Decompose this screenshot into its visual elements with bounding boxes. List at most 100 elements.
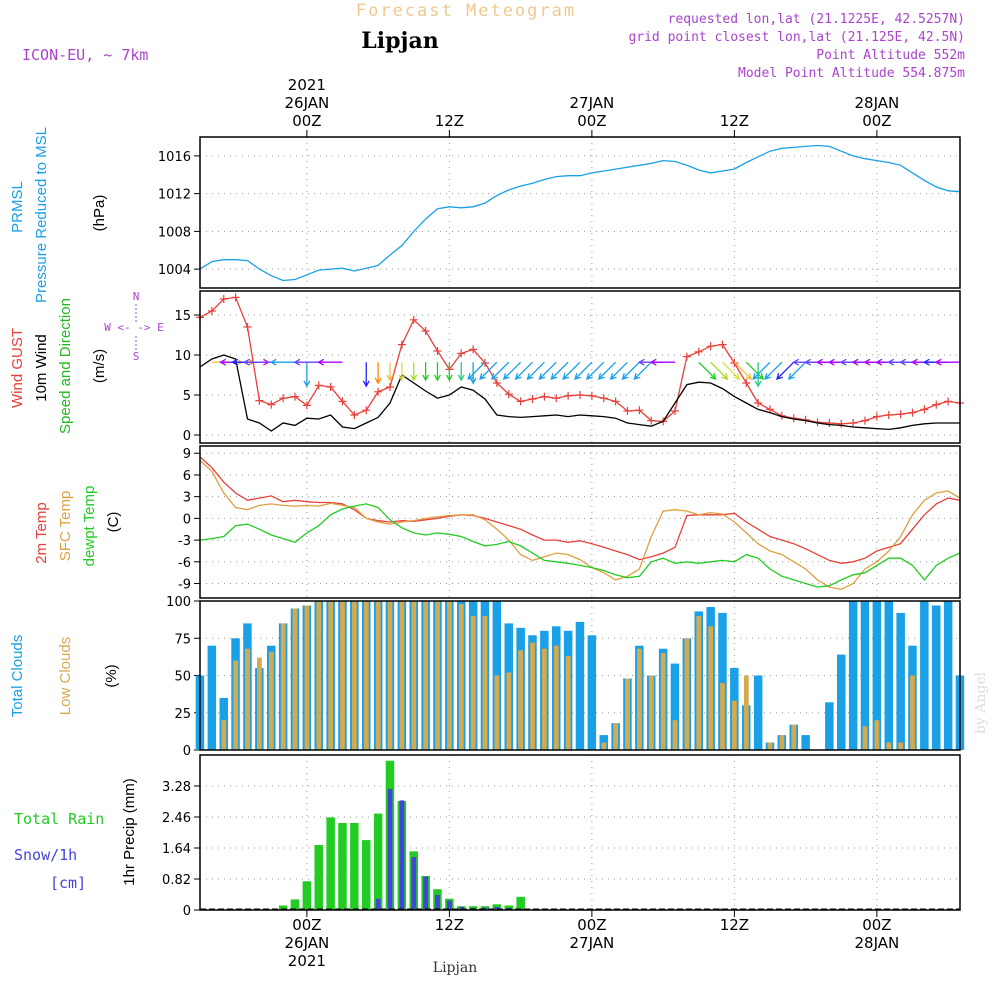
clouds-bar-lowclouds <box>542 648 547 750</box>
precip-ytick-label: 3.28 <box>162 780 191 795</box>
gust-marker <box>587 391 596 400</box>
clouds-label-unit: (%) <box>103 664 120 687</box>
pressure-panel: 1004 1008 1012 1016 <box>158 136 961 289</box>
wind-arrow <box>585 361 605 380</box>
temp-ytick-label: -3 <box>178 534 191 549</box>
gust-marker <box>647 416 656 425</box>
gust-marker <box>469 345 478 354</box>
clouds-bar-lowclouds <box>565 656 571 750</box>
clouds-bar-lowclouds <box>363 601 369 750</box>
wind-label-gust: Wind GUST <box>9 328 26 408</box>
wind-arrow <box>445 362 453 382</box>
gust-marker <box>754 399 763 407</box>
top-time-label: 12Z <box>435 112 464 130</box>
clouds-bar-totalclouds <box>872 601 882 750</box>
clouds-bar-lowclouds <box>767 742 773 750</box>
pressure-label-unit: (hPa) <box>91 195 108 232</box>
gust-marker <box>884 411 893 419</box>
clouds-bar-lowclouds <box>743 675 749 750</box>
gust-marker <box>872 412 881 421</box>
wind-arrow <box>733 361 753 380</box>
gust-marker <box>623 407 632 415</box>
clouds-bar-lowclouds <box>340 601 345 750</box>
gust-marker <box>302 401 311 410</box>
gust-marker <box>314 381 323 390</box>
wind-arrow <box>374 362 382 385</box>
temp-series-dewpt-temp <box>199 503 961 588</box>
meteogram-title: Forecast Meteogram <box>356 1 576 21</box>
precip-bar-totalrain <box>504 905 513 910</box>
clouds-bar-lowclouds <box>696 615 702 750</box>
precip-bar-totalrain <box>516 896 525 910</box>
wind-arrow <box>386 362 394 382</box>
clouds-bar-lowclouds <box>316 601 322 750</box>
wind-arrow <box>434 362 441 382</box>
temp-label-sfc: SFC Temp <box>57 491 74 562</box>
wind-arrow <box>621 361 640 380</box>
bottom-time-label: 26JAN <box>285 934 330 952</box>
clouds-bar-lowclouds <box>886 742 892 750</box>
precip-label-snow: Snow/1h <box>14 846 77 864</box>
precip-bar-totalrain <box>314 845 323 910</box>
gust-marker <box>552 394 561 403</box>
wind-arrow <box>649 358 675 366</box>
pressure-frame <box>199 136 961 289</box>
wind-arrow <box>787 361 807 380</box>
footer-location: Lipjan <box>433 960 477 976</box>
clouds-bar-lowclouds <box>898 742 904 750</box>
clouds-bar-lowclouds <box>221 720 227 750</box>
clouds-bar-lowclouds <box>268 651 274 750</box>
wind-arrow <box>574 361 593 380</box>
wind-arrow <box>722 361 741 380</box>
bottom-time-label: 00Z <box>577 916 606 934</box>
gust-marker <box>528 395 537 403</box>
point-altitude: Point Altitude 552m <box>816 48 965 63</box>
gust-marker <box>540 392 549 401</box>
wind-arrow <box>362 362 370 388</box>
wind-arrow <box>317 358 343 366</box>
bottom-time-label: 12Z <box>720 916 749 934</box>
clouds-bar-lowclouds <box>470 615 476 750</box>
top-time-label: 2021 <box>288 76 326 94</box>
clouds-bar-totalclouds <box>670 663 680 750</box>
wind-arrow <box>752 361 771 380</box>
pressure-ytick-label: 1008 <box>158 225 191 240</box>
gust-marker <box>706 342 715 351</box>
clouds-label-low: Low Clouds <box>57 637 74 715</box>
bottom-time-label: 2021 <box>288 952 326 970</box>
clouds-bar-lowclouds <box>233 660 239 750</box>
plot-layer: 1004 1008 1012 1016 0 5 10 15 -9 -6 -3 0 3 6 9 0 25 50 75 1… <box>9 76 965 970</box>
clouds-label-total: Total Clouds <box>9 635 26 718</box>
clouds-bar-lowclouds <box>245 648 250 750</box>
top-time-label: 27JAN <box>570 94 615 112</box>
gust-marker <box>362 406 371 415</box>
model-label: ICON-EU, ~ 7km <box>22 46 148 64</box>
gust-marker <box>682 352 691 361</box>
wind-ytick-label: 10 <box>174 349 191 364</box>
clouds-bar-totalclouds <box>801 735 810 750</box>
wind-arrow <box>398 362 406 382</box>
compass-west-east: W <- -> E <box>104 321 164 334</box>
clouds-bar-lowclouds <box>791 724 797 750</box>
gust-marker <box>849 419 858 427</box>
clouds-bar-lowclouds <box>447 601 452 750</box>
clouds-bar-totalclouds <box>575 621 585 750</box>
top-time-label: 26JAN <box>285 94 330 112</box>
location-title: Lipjan <box>361 28 438 54</box>
clouds-bar-lowclouds <box>423 601 429 750</box>
clouds-bar-lowclouds <box>613 723 619 750</box>
clouds-bar-totalclouds <box>943 601 953 750</box>
gust-marker <box>635 406 644 415</box>
bottom-time-label: 12Z <box>435 916 464 934</box>
gust-marker <box>219 295 228 303</box>
precip-bar-totalrain <box>278 905 288 910</box>
clouds-bar-lowclouds <box>387 601 393 750</box>
clouds-ytick-label: 50 <box>174 670 191 685</box>
clouds-bar-lowclouds <box>862 726 868 750</box>
gust-marker <box>291 392 299 401</box>
gust-marker <box>231 293 240 302</box>
gust-marker <box>742 379 751 387</box>
precip-label-cm: [cm] <box>50 874 86 892</box>
wind-arrow <box>633 361 652 380</box>
